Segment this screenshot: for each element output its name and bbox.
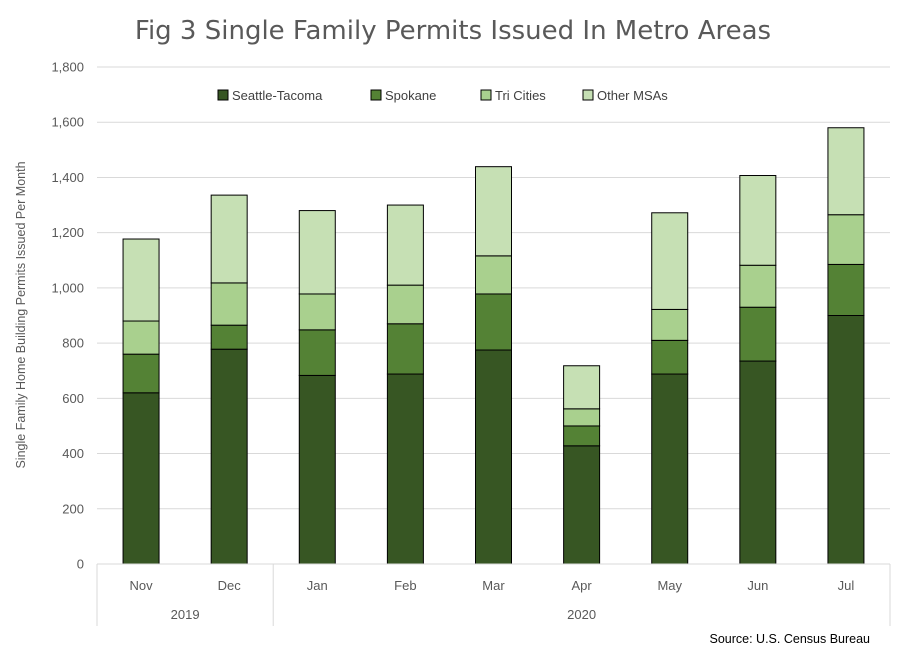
legend: Seattle-Tacoma Spokane Tri Cities Other MSA… <box>217 88 668 103</box>
y-tick-label: 400 <box>62 446 84 461</box>
bar-segment <box>475 349 512 565</box>
bar-segment <box>298 374 336 565</box>
bar-segment <box>386 204 424 286</box>
y-tick-label: 200 <box>62 501 84 516</box>
x-tick-label: Jul <box>838 578 855 593</box>
bar-segment <box>563 445 601 565</box>
legend-label: Other MSAs <box>597 88 668 103</box>
x-tick-label: Feb <box>394 578 416 593</box>
x-tick-label: Dec <box>218 578 242 593</box>
bar-segment <box>827 127 865 216</box>
bar-segment <box>210 194 248 284</box>
bar-segment <box>386 373 424 565</box>
bar-segment <box>739 306 777 362</box>
x-tick-label: Mar <box>482 578 505 593</box>
x-tick-label: Jan <box>307 578 328 593</box>
bar-segment <box>475 255 512 295</box>
x-axis: Nov Dec Jan Feb Mar Apr May Jun Jul 2019 2020 <box>96 563 891 626</box>
bar-segment <box>122 392 160 565</box>
bar-segment <box>739 175 777 266</box>
bar-segment <box>563 408 601 427</box>
bar-segment <box>651 373 689 565</box>
x-tick-label: Apr <box>571 578 592 593</box>
legend-swatch <box>480 89 492 101</box>
y-tick-label: 1,000 <box>51 280 84 295</box>
x-group-label: 2019 <box>171 607 200 622</box>
legend-swatch <box>217 89 229 101</box>
bar-segment <box>827 214 865 265</box>
bar-segment <box>475 293 512 351</box>
y-axis-label: Single Family Home Building Permits Issu… <box>14 161 28 468</box>
y-tick-label: 600 <box>62 391 84 406</box>
bar-segment <box>651 212 689 310</box>
legend-swatch <box>582 89 594 101</box>
bar-segment <box>298 329 336 376</box>
legend-label: Tri Cities <box>495 88 546 103</box>
bar-segment <box>122 238 160 322</box>
bar-segment <box>210 348 248 565</box>
bar-segment <box>827 315 865 565</box>
bar-segment <box>739 360 777 565</box>
bar-segment <box>475 166 512 257</box>
x-tick-label: Jun <box>747 578 768 593</box>
bar-segment <box>210 282 248 326</box>
y-tick-label: 0 <box>77 557 84 572</box>
legend-label: Spokane <box>385 88 436 103</box>
y-tick-label: 800 <box>62 336 84 351</box>
source-note: Source: U.S. Census Bureau <box>710 632 871 646</box>
y-tick-label: 1,200 <box>51 225 84 240</box>
bars <box>122 127 865 565</box>
bar-segment <box>827 263 865 316</box>
bar-segment <box>298 210 336 295</box>
y-tick-label: 1,600 <box>51 115 84 130</box>
y-tick-label: 1,400 <box>51 170 84 185</box>
bar-segment <box>563 365 601 410</box>
bar-segment <box>651 339 689 375</box>
x-group-label: 2020 <box>567 607 596 622</box>
bar-segment <box>386 323 424 375</box>
bar-segment <box>386 284 424 325</box>
y-tick-label: 1,800 <box>51 60 84 75</box>
bar-segment <box>210 324 248 350</box>
bar-segment <box>563 425 601 447</box>
y-axis: 0 200 400 600 800 1,000 1,200 1,400 1,600 1,800 <box>51 60 84 572</box>
bar-segment <box>651 308 689 341</box>
bar-segment <box>739 264 777 308</box>
x-tick-label: Nov <box>129 578 153 593</box>
legend-label: Seattle-Tacoma <box>232 88 323 103</box>
chart-title: Fig 3 Single Family Permits Issued In Me… <box>135 16 771 46</box>
x-tick-label: May <box>657 578 682 593</box>
bar-segment <box>122 353 160 394</box>
bar-segment <box>122 320 160 355</box>
legend-swatch <box>370 89 382 101</box>
bar-segment <box>298 293 336 331</box>
